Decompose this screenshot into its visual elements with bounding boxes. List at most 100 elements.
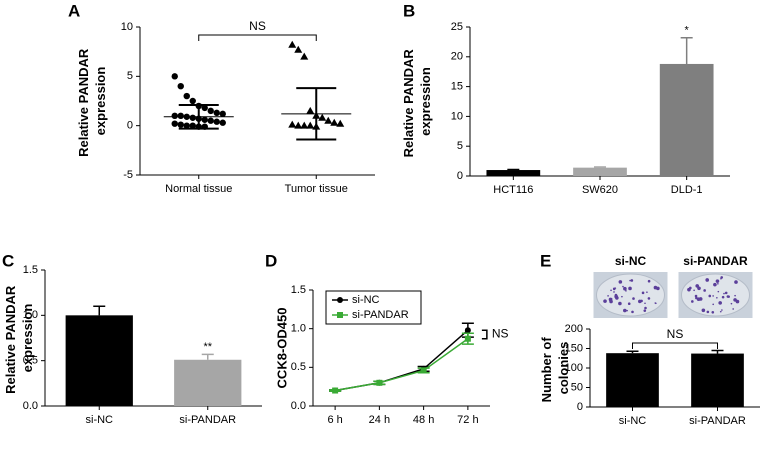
colony <box>730 302 733 305</box>
y-label-group: Relative PANDAR expression <box>401 46 433 158</box>
colony <box>717 290 720 293</box>
colony <box>697 286 701 291</box>
data-point <box>183 122 190 129</box>
y-tick-label: 150 <box>565 342 583 354</box>
legend-label: si-NC <box>352 294 380 306</box>
data-point <box>189 122 196 129</box>
y-tick-label: 1.5 <box>291 284 306 296</box>
colony-dish <box>596 273 665 317</box>
y-tick-label: 50 <box>571 381 583 393</box>
y-axis-label: Relative PANDAR expression <box>3 282 35 394</box>
y-label-group: Relative PANDAR expression <box>3 282 35 394</box>
data-point <box>177 121 184 128</box>
y-axis-label-line: Relative PANDAR <box>76 45 91 157</box>
y-axis-label-line: Relative PANDAR <box>3 282 18 394</box>
data-point <box>189 114 196 121</box>
data-point <box>300 52 309 60</box>
y-tick-label: 0.5 <box>291 361 306 373</box>
y-tick-label: 0.0 <box>23 400 38 412</box>
panel-letter: C <box>2 251 14 270</box>
colony <box>644 302 646 305</box>
data-point <box>177 83 184 90</box>
colony <box>720 276 724 279</box>
x-tick-label: si-PANDAR <box>689 415 746 427</box>
sd-bar <box>178 103 219 130</box>
colony <box>712 303 714 306</box>
data-point <box>306 121 315 129</box>
x-tick-label: Normal tissue <box>165 183 232 195</box>
y-tick-label: 25 <box>451 21 463 33</box>
y-tick-label: 5 <box>457 140 463 152</box>
y-axis-label-line: Number of <box>539 334 554 403</box>
y-axis-label: Number of colonies <box>539 334 571 403</box>
y-tick-label: 20 <box>451 51 463 63</box>
colony <box>701 308 706 313</box>
data-point <box>330 118 339 126</box>
panel-letter: E <box>540 251 551 270</box>
data-point <box>336 119 345 127</box>
colony <box>721 295 725 299</box>
y-tick-label: 0.5 <box>23 355 38 367</box>
colony <box>610 289 612 292</box>
x-tick-label: DLD-1 <box>671 184 703 196</box>
error-bar <box>507 168 520 171</box>
colony <box>618 280 623 284</box>
data-point <box>171 73 178 80</box>
colony <box>646 291 648 293</box>
x-tick-label: HCT116 <box>493 184 533 196</box>
y-axis-label: CCK8-OD450 <box>274 308 289 389</box>
colony <box>631 310 634 314</box>
sd-bar <box>296 87 337 141</box>
colony <box>618 301 622 306</box>
error-bar <box>201 353 214 360</box>
error-bar <box>711 349 724 354</box>
significance-label: ** <box>203 341 212 353</box>
colony <box>643 309 647 312</box>
data-point <box>376 379 383 386</box>
bar <box>573 167 627 176</box>
colony <box>696 297 701 302</box>
data-point <box>332 387 339 394</box>
data-point <box>288 40 297 48</box>
colony <box>644 306 647 310</box>
colony <box>713 282 717 287</box>
bar <box>486 170 541 176</box>
error-bar <box>626 350 639 354</box>
colony <box>625 290 627 292</box>
data-point <box>201 116 208 123</box>
legend-box <box>325 290 422 325</box>
y-label-group: Number of colonies <box>539 334 571 403</box>
colony <box>647 279 651 283</box>
colony <box>627 302 631 306</box>
data-point <box>207 117 214 124</box>
colony <box>706 310 710 314</box>
data-point <box>201 104 208 112</box>
colony <box>653 285 658 290</box>
panel-letter: B <box>403 1 415 20</box>
y-tick-label: 0 <box>457 170 463 182</box>
colony <box>703 289 706 292</box>
data-point <box>171 112 178 120</box>
colony <box>734 294 736 297</box>
x-tick-label: si-NC <box>86 414 114 426</box>
x-tick-label: si-NC <box>619 415 647 427</box>
colony <box>691 300 694 303</box>
y-tick-label: 0.0 <box>291 400 306 412</box>
x-tick-label: si-PANDAR <box>179 414 236 426</box>
x-tick-label: 24 h <box>369 414 390 426</box>
y-tick-label: 0 <box>127 120 133 132</box>
data-point <box>324 116 333 124</box>
y-axis-label: Relative PANDAR expression <box>76 45 108 157</box>
colony <box>735 299 740 304</box>
data-point <box>300 121 309 129</box>
data-point <box>177 112 184 120</box>
bar <box>174 359 242 406</box>
y-tick-label: 0 <box>577 401 583 413</box>
significance-label: NS <box>667 327 684 341</box>
colony <box>718 301 722 305</box>
y-axis-label-line: colonies <box>556 342 571 395</box>
data-point <box>207 107 214 115</box>
data-point <box>171 120 178 127</box>
image-label: si-NC <box>615 254 647 268</box>
data-point <box>219 110 226 118</box>
